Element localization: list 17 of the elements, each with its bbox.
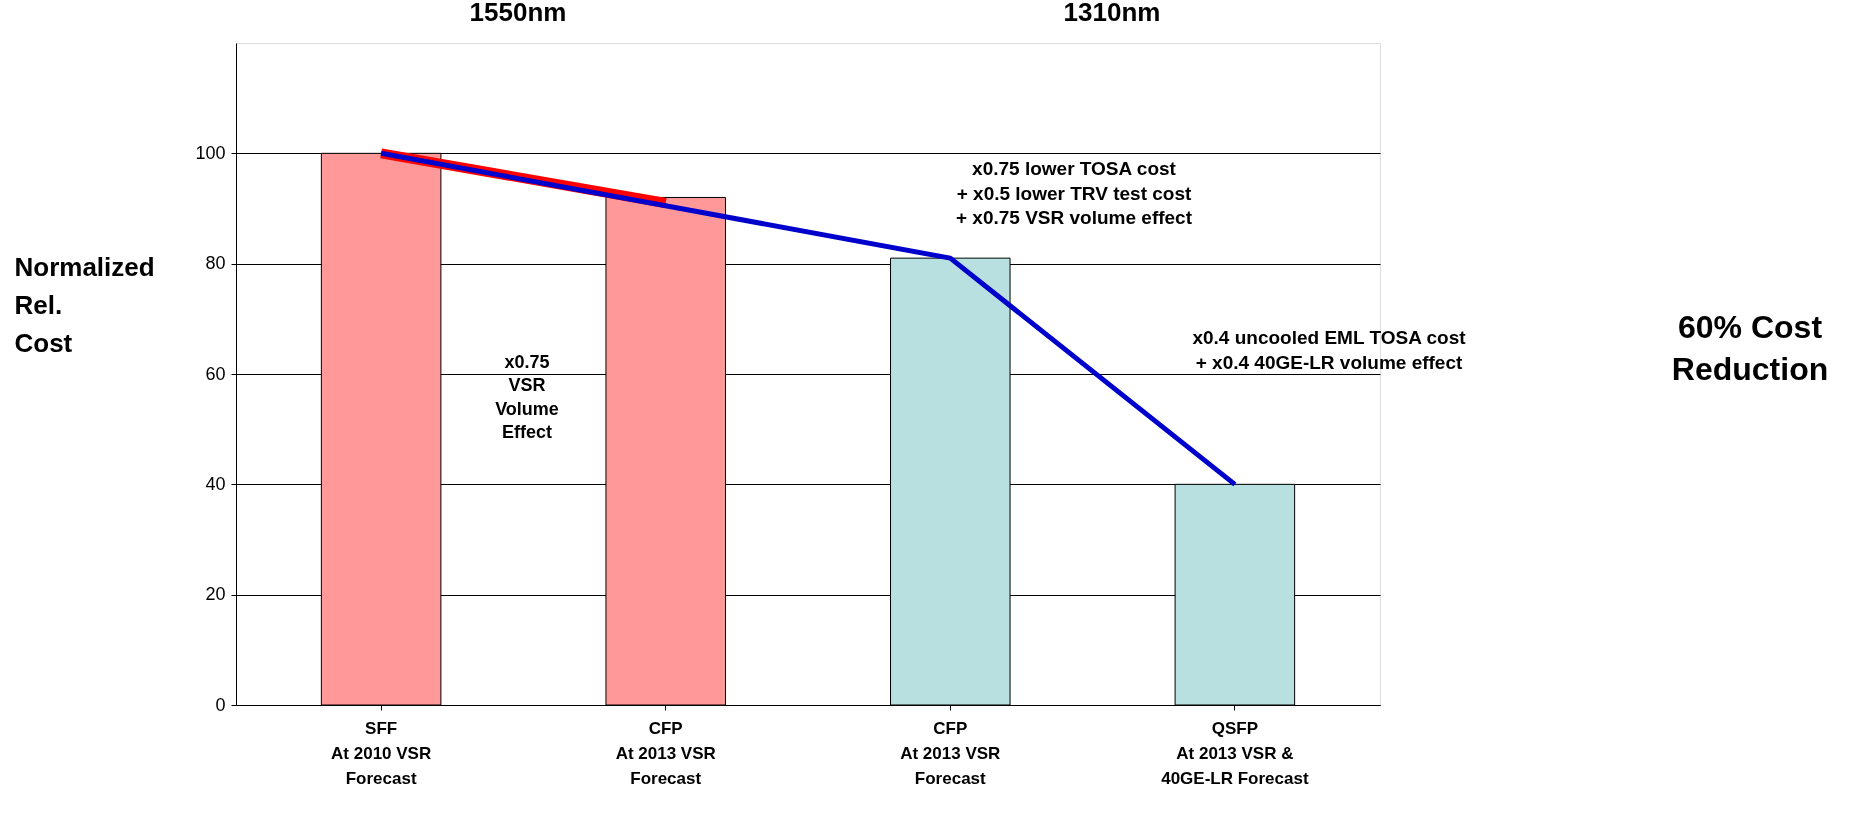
- y-tick-label: 20: [205, 584, 226, 605]
- x-tick-label: CFP At 2013 VSR Forecast: [615, 718, 716, 788]
- annotation: x0.4 uncooled EML TOSA cost + x0.4 40GE-LR volume effect: [1192, 327, 1467, 373]
- annotation: x0.75 VSR Volume Effect: [495, 352, 559, 443]
- annotation: x0.75 lower TOSA cost + x0.5 lower TRV test cost + x0.75 VSR volume effect: [955, 158, 1193, 229]
- text: 60% Cost Reduction: [1671, 309, 1829, 387]
- y-axis-title: Normalized Rel. Cost: [14, 252, 155, 359]
- text: 1550nm: [469, 0, 567, 27]
- x-tick-label: QSFP At 2013 VSR & 40GE-LR Forecast: [1161, 718, 1309, 788]
- x-tick-label: SFF At 2010 VSR Forecast: [331, 718, 432, 788]
- y-tick-label: 0: [215, 694, 226, 715]
- y-tick-label: 80: [205, 253, 226, 274]
- y-tick-label: 40: [205, 473, 226, 494]
- y-tick-label: 100: [195, 142, 226, 163]
- x-tick-label: CFP At 2013 VSR Forecast: [900, 718, 1001, 788]
- y-tick-label: 60: [205, 363, 226, 384]
- text: 1310nm: [1063, 0, 1161, 27]
